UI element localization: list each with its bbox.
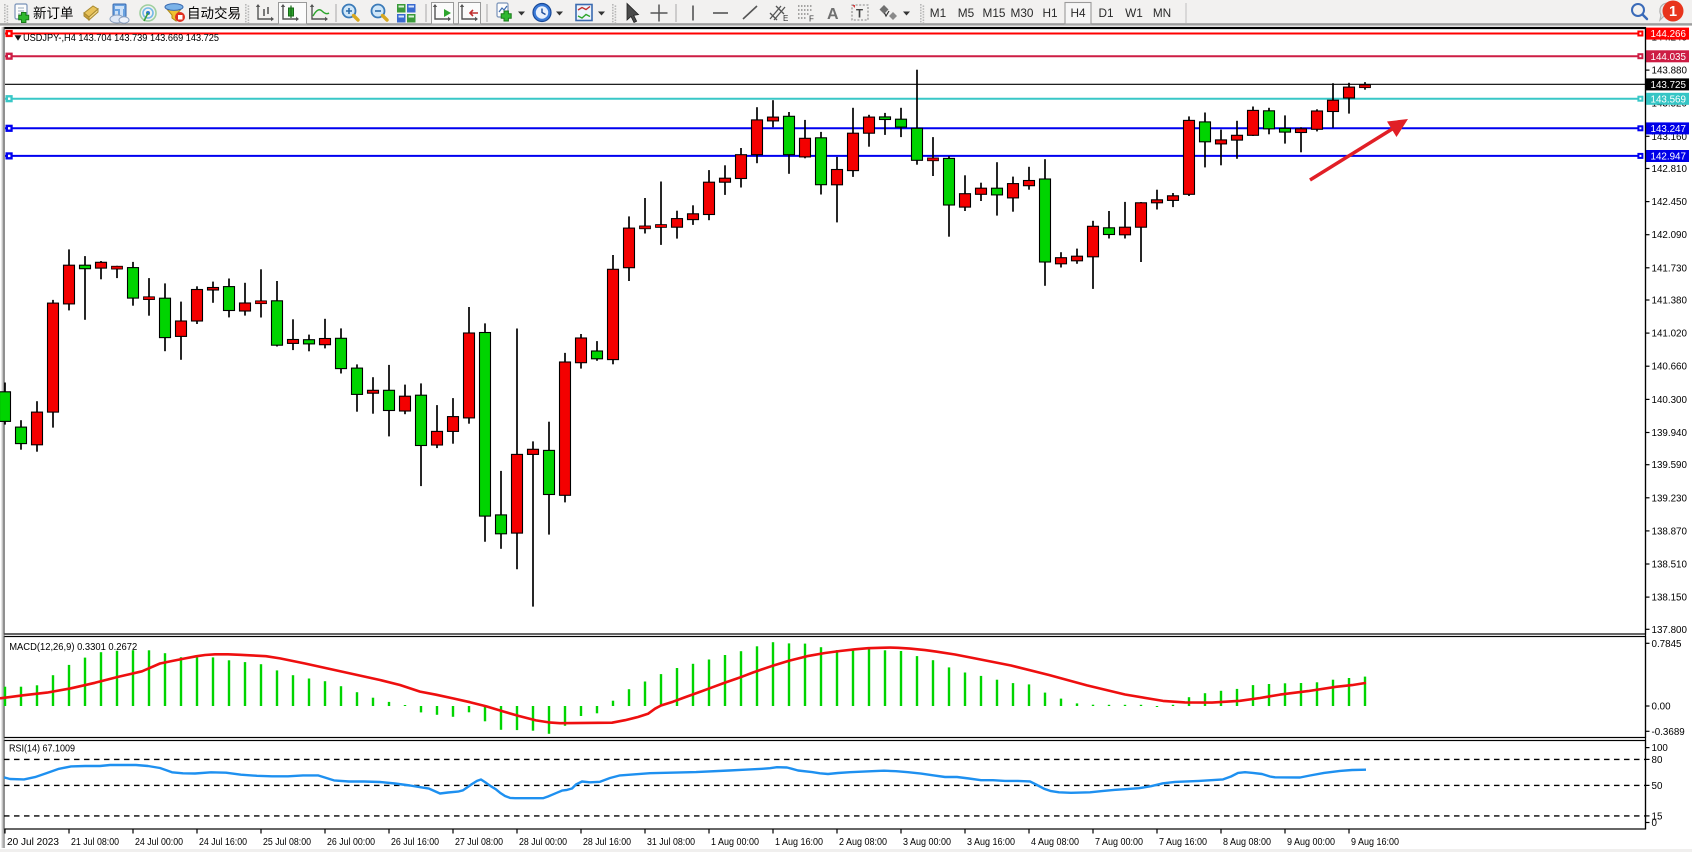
svg-text:4 Aug 08:00: 4 Aug 08:00 [1031,837,1079,848]
svg-text:139.230: 139.230 [1652,493,1688,504]
svg-text:W1: W1 [1125,6,1143,20]
svg-text:138.510: 138.510 [1652,560,1688,571]
svg-text:143.725: 143.725 [1651,80,1687,91]
svg-text:自动交易: 自动交易 [187,5,241,21]
svg-text:15: 15 [1652,811,1663,822]
svg-text:138.870: 138.870 [1652,526,1688,537]
svg-text:H4: H4 [1070,6,1086,20]
svg-text:144.266: 144.266 [1651,29,1687,40]
svg-text:143.160: 143.160 [1652,132,1688,143]
svg-text:MACD(12,26,9) 0.3301 0.2672: MACD(12,26,9) 0.3301 0.2672 [9,642,137,653]
svg-text:M15: M15 [983,6,1006,20]
svg-text:E: E [783,14,788,23]
svg-text:100: 100 [1652,743,1669,754]
svg-text:USDJPY-,H4 143.704 143.739 14: USDJPY-,H4 143.704 143.739 143.669 143.7… [23,33,219,44]
svg-text:27 Jul 08:00: 27 Jul 08:00 [455,837,503,848]
svg-text:142.947: 142.947 [1651,152,1686,163]
svg-text:141.380: 141.380 [1652,296,1688,307]
svg-text:28 Jul 00:00: 28 Jul 00:00 [519,837,567,848]
svg-text:H1: H1 [1042,6,1057,20]
svg-text:T: T [856,9,863,21]
svg-text:0.7845: 0.7845 [1652,639,1683,650]
svg-text:26 Jul 16:00: 26 Jul 16:00 [391,837,439,848]
svg-text:A: A [827,6,839,23]
svg-text:9 Aug 00:00: 9 Aug 00:00 [1287,837,1335,848]
svg-text:139.590: 139.590 [1652,460,1688,471]
svg-text:MN: MN [1153,6,1171,20]
svg-text:3 Aug 00:00: 3 Aug 00:00 [903,837,951,848]
svg-text:20 Jul 2023: 20 Jul 2023 [7,837,60,848]
svg-text:1 Aug 00:00: 1 Aug 00:00 [711,837,759,848]
svg-text:M30: M30 [1011,6,1034,20]
svg-text:7 Aug 00:00: 7 Aug 00:00 [1095,837,1143,848]
svg-text:143.569: 143.569 [1651,94,1686,105]
svg-text:143.880: 143.880 [1652,66,1688,77]
svg-text:M1: M1 [930,6,946,20]
svg-text:141.730: 141.730 [1652,263,1688,274]
svg-text:3 Aug 16:00: 3 Aug 16:00 [967,837,1015,848]
svg-text:144.035: 144.035 [1651,52,1687,63]
svg-text:21 Jul 08:00: 21 Jul 08:00 [71,837,119,848]
svg-text:142.450: 142.450 [1652,197,1688,208]
svg-text:26 Jul 00:00: 26 Jul 00:00 [327,837,375,848]
svg-text:28 Jul 16:00: 28 Jul 16:00 [583,837,631,848]
svg-text:141.020: 141.020 [1652,329,1688,340]
svg-text:0.00: 0.00 [1652,702,1672,713]
svg-text:9 Aug 16:00: 9 Aug 16:00 [1351,837,1399,848]
svg-text:1 Aug 16:00: 1 Aug 16:00 [775,837,823,848]
svg-text:139.940: 139.940 [1652,428,1688,439]
svg-text:50: 50 [1652,781,1663,792]
svg-text:137.800: 137.800 [1652,625,1688,636]
svg-text:1: 1 [1669,4,1677,20]
svg-text:24 Jul 16:00: 24 Jul 16:00 [199,837,247,848]
svg-text:140.660: 140.660 [1652,362,1688,373]
svg-text:142.810: 142.810 [1652,164,1688,175]
svg-text:0: 0 [1652,818,1658,829]
svg-text:142.090: 142.090 [1652,230,1688,241]
svg-text:D1: D1 [1098,6,1113,20]
svg-text:-0.3689: -0.3689 [1652,727,1685,738]
svg-text:25 Jul 08:00: 25 Jul 08:00 [263,837,311,848]
svg-text:31 Jul 08:00: 31 Jul 08:00 [647,837,695,848]
svg-text:140.300: 140.300 [1652,395,1688,406]
svg-text:RSI(14) 67.1009: RSI(14) 67.1009 [9,744,75,755]
svg-text:F: F [809,15,814,24]
svg-text:2 Aug 08:00: 2 Aug 08:00 [839,837,887,848]
svg-text:143.247: 143.247 [1651,124,1686,135]
svg-text:新订单: 新订单 [33,6,74,21]
svg-text:M5: M5 [958,6,975,20]
svg-text:80: 80 [1652,755,1663,766]
svg-text:138.150: 138.150 [1652,593,1688,604]
svg-text:8 Aug 08:00: 8 Aug 08:00 [1223,837,1271,848]
svg-text:7 Aug 16:00: 7 Aug 16:00 [1159,837,1207,848]
svg-text:24 Jul 00:00: 24 Jul 00:00 [135,837,183,848]
